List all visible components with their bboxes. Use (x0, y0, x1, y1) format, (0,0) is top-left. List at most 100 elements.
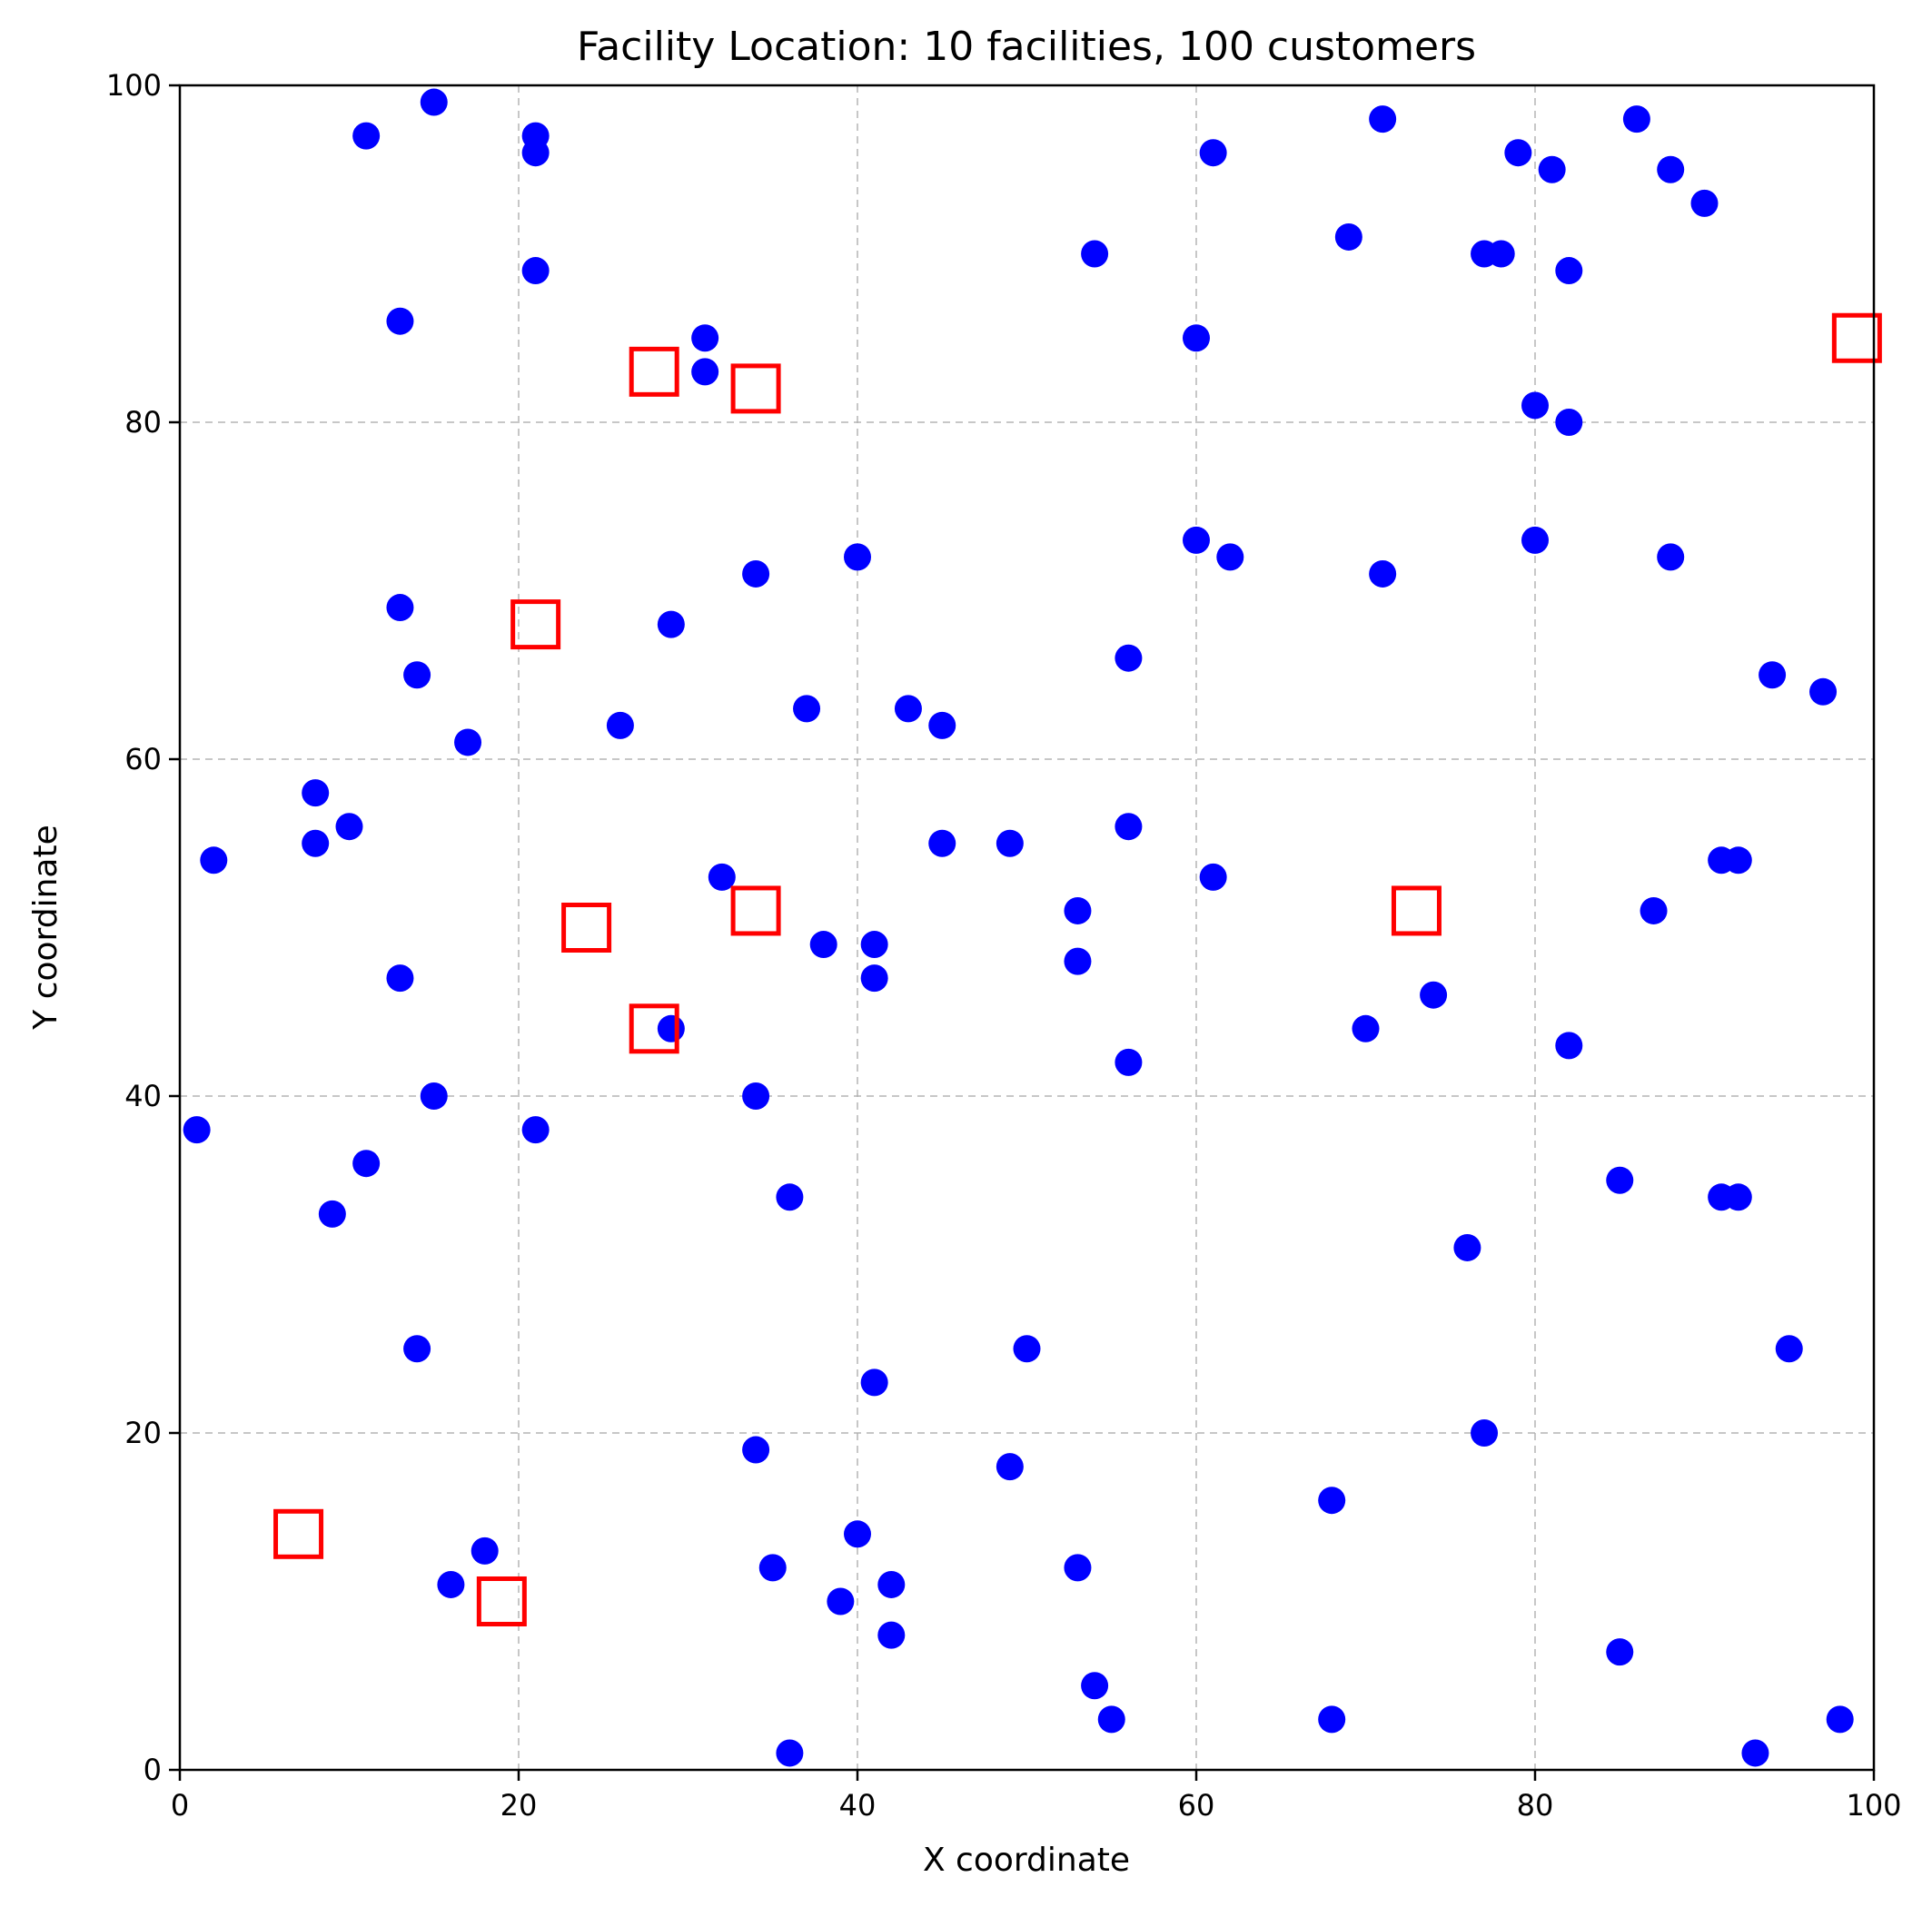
customer-point (1115, 644, 1143, 672)
customer-point (1420, 981, 1448, 1009)
customer-point (1521, 526, 1549, 554)
customer-point (860, 964, 888, 993)
facility-points (273, 312, 1882, 1626)
customer-point (708, 863, 736, 891)
customer-point (894, 695, 922, 723)
customer-point (1369, 105, 1397, 133)
customer-point (1521, 391, 1549, 420)
customer-point (1471, 1419, 1499, 1447)
facility-point (629, 346, 679, 397)
customer-point (403, 1335, 431, 1363)
customer-point (877, 1570, 906, 1598)
customer-point (1081, 240, 1109, 268)
facility-point (1391, 885, 1442, 936)
customer-point (691, 358, 719, 386)
facility-point (730, 363, 781, 414)
customer-point (318, 1200, 346, 1228)
customer-point (420, 1082, 448, 1110)
customer-point (860, 1368, 888, 1397)
customer-point (352, 122, 381, 150)
customer-point (928, 829, 956, 857)
customer-point (521, 139, 550, 167)
customer-point (657, 1014, 685, 1042)
customer-point (1013, 1335, 1041, 1363)
customer-point (844, 1520, 871, 1548)
customer-point (1369, 559, 1397, 588)
customer-point (521, 1116, 550, 1144)
axis-ticks: 0 20 40 60 80 100 0 20 40 60 80 100 (106, 68, 1902, 1823)
x-tick-label: 40 (839, 1788, 877, 1823)
customer-point (1352, 1014, 1380, 1042)
customer-point (1334, 222, 1362, 251)
x-axis-label: X coordinate (923, 1842, 1130, 1879)
y-tick-label: 100 (106, 68, 162, 103)
customer-point (1724, 1183, 1752, 1211)
grid (180, 85, 1874, 1770)
customer-point (1622, 105, 1650, 133)
customer-point (1555, 257, 1583, 285)
y-axis-label: Y coordinate (27, 825, 64, 1030)
y-tick-label: 0 (144, 1753, 162, 1787)
facility-point (730, 885, 781, 936)
customer-point (352, 1150, 381, 1178)
customer-point (1657, 543, 1685, 571)
customer-point (996, 1453, 1024, 1481)
customer-point (1809, 677, 1838, 706)
customer-point (1064, 947, 1092, 975)
x-tick-label: 20 (500, 1788, 538, 1823)
facility-point (273, 1508, 324, 1559)
customer-point (386, 307, 414, 335)
x-tick-label: 0 (171, 1788, 189, 1823)
customer-point (1199, 139, 1227, 167)
customer-point (1606, 1166, 1634, 1194)
customer-point (1183, 526, 1210, 554)
customer-point (1064, 896, 1092, 924)
customer-point (1504, 139, 1532, 167)
customer-points (183, 88, 1854, 1767)
customer-point (437, 1570, 465, 1598)
customer-point (691, 324, 719, 352)
customer-point (742, 1436, 770, 1464)
customer-point (928, 711, 956, 739)
customer-point (471, 1536, 499, 1565)
customer-point (1064, 1554, 1092, 1582)
customer-point (844, 543, 871, 571)
customer-point (1724, 846, 1752, 874)
customer-point (793, 695, 821, 723)
customer-point (1826, 1705, 1854, 1734)
customer-point (606, 711, 634, 739)
customer-point (454, 728, 482, 756)
customer-point (386, 594, 414, 622)
customer-point (742, 559, 770, 588)
facility-point (510, 599, 561, 650)
customer-point (1538, 155, 1566, 183)
customer-point (809, 931, 837, 959)
customer-point (1555, 1032, 1583, 1060)
customer-point (860, 931, 888, 959)
facility-point (476, 1576, 527, 1626)
customer-point (1453, 1233, 1481, 1261)
customer-point (776, 1183, 804, 1211)
customer-point (996, 829, 1024, 857)
customer-point (302, 779, 330, 807)
customer-point (1759, 661, 1787, 689)
y-tick-label: 80 (124, 405, 162, 440)
customer-point (1097, 1705, 1125, 1734)
facility-point (561, 903, 612, 953)
customer-point (776, 1739, 804, 1767)
x-tick-label: 100 (1846, 1788, 1901, 1823)
customer-point (742, 1082, 770, 1110)
customer-point (1555, 409, 1583, 436)
customer-point (877, 1621, 906, 1649)
x-tick-label: 60 (1178, 1788, 1215, 1823)
customer-point (1318, 1487, 1346, 1515)
customer-point (1183, 324, 1210, 352)
customer-point (1081, 1672, 1109, 1700)
customer-point (1775, 1335, 1803, 1363)
customer-point (657, 610, 685, 638)
facility-point (1831, 312, 1882, 363)
customer-point (183, 1116, 211, 1144)
customer-point (386, 964, 414, 993)
customer-point (1741, 1739, 1769, 1767)
